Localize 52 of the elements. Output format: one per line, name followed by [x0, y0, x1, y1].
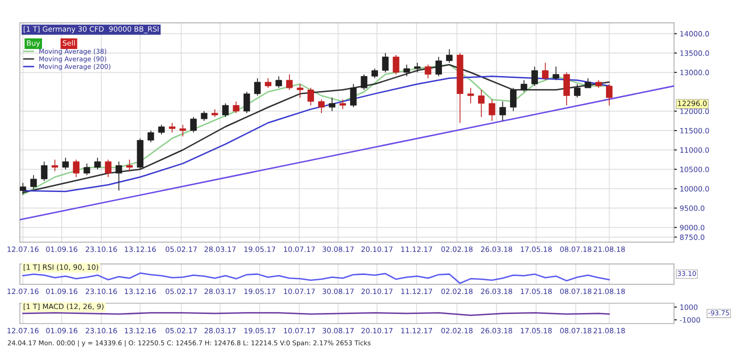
candlestick: [84, 163, 90, 176]
candlestick: [62, 157, 69, 170]
candlestick: [318, 99, 325, 114]
candlestick: [499, 101, 506, 122]
candlestick: [371, 68, 378, 79]
candlestick: [435, 56, 442, 77]
candlestick: [40, 161, 48, 182]
candlestick: [264, 78, 272, 88]
candlestick: [520, 80, 528, 92]
candlestick: [296, 84, 304, 98]
candlestick: [542, 62, 549, 81]
candlestick: [478, 89, 485, 118]
candlestick: [307, 88, 314, 106]
candlestick: [488, 99, 496, 122]
candlestick: [168, 122, 176, 133]
candlestick: [94, 157, 101, 170]
candlestick: [190, 116, 197, 133]
candlestick: [116, 161, 122, 192]
candlestick: [148, 130, 154, 143]
candlestick: [276, 76, 282, 88]
candlestick: [339, 99, 346, 110]
candlestick: [200, 110, 208, 122]
candlestick: [254, 78, 261, 96]
candlestick: [392, 54, 400, 75]
candlestick: [52, 159, 58, 172]
candlestick: [446, 48, 453, 64]
candlestick: [360, 74, 368, 90]
candlestick: [328, 97, 336, 112]
candlestick: [104, 159, 112, 178]
candlestick: [30, 174, 37, 190]
candlestick: [232, 101, 240, 114]
candlestick: [72, 159, 80, 178]
candlestick: [510, 88, 517, 112]
candlestick: [424, 64, 432, 79]
candlestick: [563, 72, 570, 106]
candlestick: [158, 124, 165, 135]
candlestick: [552, 66, 560, 81]
candlestick: [467, 88, 474, 104]
candlestick: [244, 91, 250, 114]
candlestick: [286, 74, 293, 90]
candlestick: [222, 103, 229, 118]
candlestick: [126, 159, 133, 172]
candlestick: [414, 62, 421, 73]
candlestick: [574, 84, 581, 98]
candlestick: [20, 182, 26, 195]
candlestick: [350, 84, 357, 108]
candlestick: [382, 52, 389, 73]
candlestick: [606, 84, 613, 106]
candlestick: [403, 64, 410, 77]
candlestick: [584, 78, 592, 88]
candlestick: [531, 66, 538, 86]
candlestick: [180, 124, 186, 137]
